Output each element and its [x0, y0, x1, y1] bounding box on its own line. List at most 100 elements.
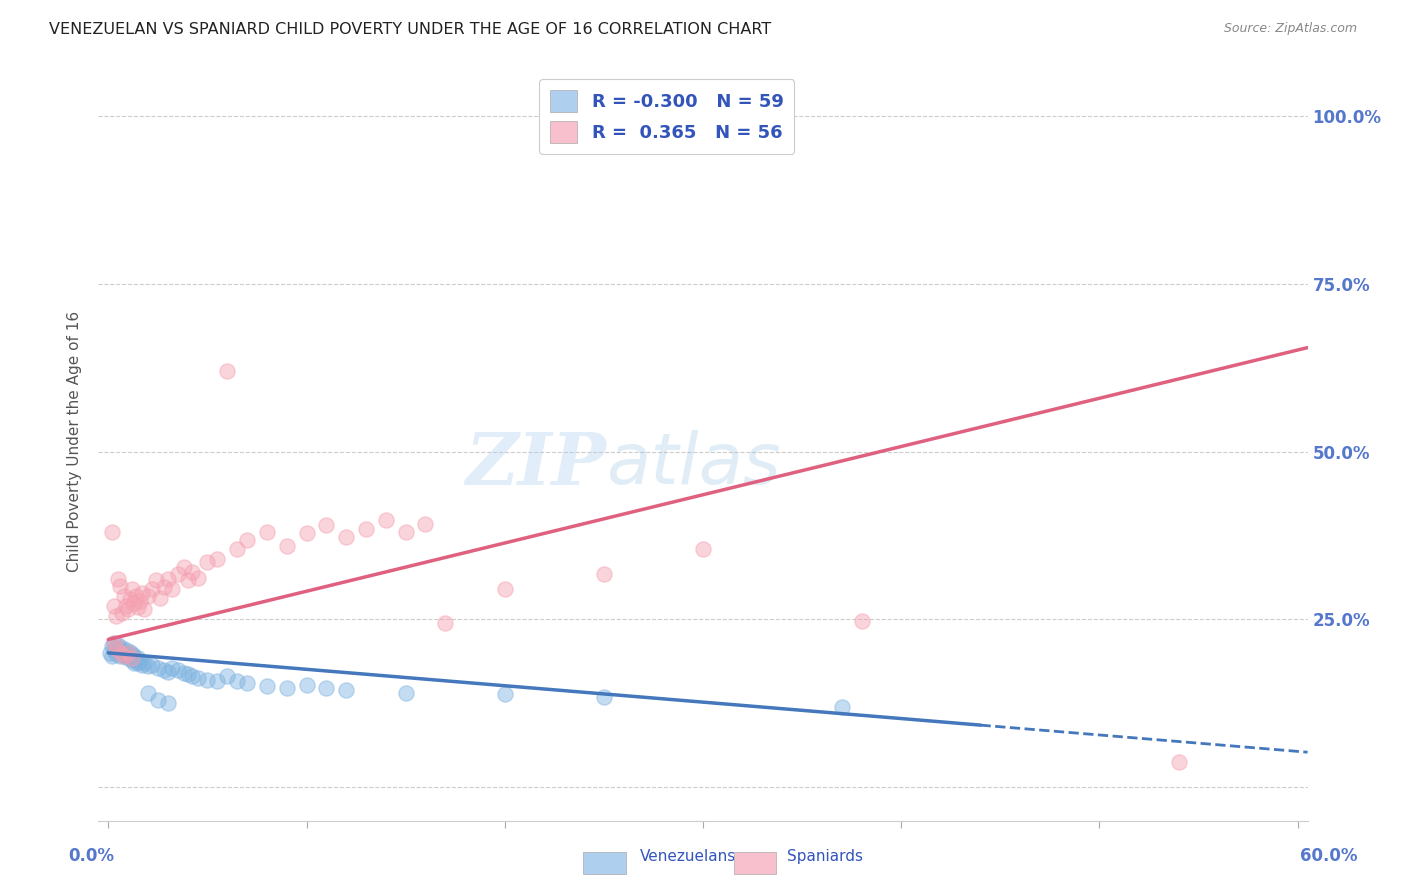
- Point: [111, 647, 134, 661]
- Point: [103, 636, 125, 650]
- Point: [156, 665, 179, 679]
- Point: [180, 669, 202, 683]
- Point: [1167, 755, 1189, 769]
- Point: [110, 646, 132, 660]
- Point: [121, 651, 143, 665]
- Point: [110, 642, 132, 657]
- Point: [101, 525, 124, 540]
- Point: [156, 696, 179, 710]
- Point: [494, 688, 516, 702]
- Text: 60.0%: 60.0%: [1301, 847, 1357, 865]
- Point: [166, 566, 188, 581]
- Point: [176, 574, 198, 588]
- Point: [101, 649, 124, 664]
- Point: [149, 591, 172, 605]
- Point: [236, 676, 259, 690]
- Point: [120, 592, 142, 607]
- Point: [692, 541, 714, 556]
- Point: [153, 663, 176, 677]
- Point: [112, 649, 135, 664]
- Point: [374, 513, 396, 527]
- Point: [105, 609, 128, 624]
- Point: [145, 574, 167, 588]
- Point: [125, 589, 148, 603]
- Point: [141, 657, 163, 672]
- Text: Venezuelans: Venezuelans: [640, 849, 735, 863]
- Point: [110, 649, 132, 664]
- Point: [107, 644, 129, 658]
- Text: Spaniards: Spaniards: [787, 849, 863, 863]
- Point: [831, 699, 853, 714]
- Point: [111, 606, 134, 620]
- Text: atlas: atlas: [606, 430, 780, 499]
- Point: [197, 555, 219, 569]
- Point: [112, 649, 135, 664]
- Point: [207, 674, 229, 689]
- Point: [226, 674, 249, 689]
- Point: [256, 680, 278, 694]
- Point: [117, 646, 139, 660]
- Y-axis label: Child Poverty Under the Age of 16: Child Poverty Under the Age of 16: [66, 311, 82, 572]
- Point: [127, 656, 149, 670]
- Point: [593, 690, 616, 704]
- Point: [112, 644, 135, 658]
- Point: [494, 582, 516, 596]
- Point: [122, 596, 145, 610]
- Point: [256, 525, 278, 540]
- Point: [593, 566, 616, 581]
- Point: [236, 533, 259, 548]
- Point: [315, 681, 337, 695]
- Point: [146, 693, 169, 707]
- Point: [111, 640, 134, 655]
- Point: [132, 656, 155, 670]
- Point: [186, 571, 208, 585]
- Point: [217, 669, 239, 683]
- Point: [415, 517, 437, 532]
- Point: [105, 640, 128, 655]
- Point: [146, 660, 169, 674]
- Point: [276, 681, 298, 695]
- Point: [160, 660, 183, 674]
- Point: [276, 539, 298, 553]
- Point: [129, 593, 152, 607]
- Point: [101, 639, 124, 653]
- Point: [354, 522, 377, 536]
- Point: [115, 599, 138, 613]
- Point: [395, 525, 418, 540]
- Point: [105, 647, 128, 661]
- Point: [105, 640, 128, 655]
- Point: [127, 651, 149, 665]
- Point: [295, 678, 318, 692]
- Point: [226, 541, 249, 556]
- Point: [117, 602, 139, 616]
- Point: [98, 646, 121, 660]
- Point: [131, 585, 153, 599]
- Point: [121, 582, 143, 596]
- Point: [395, 686, 418, 700]
- Point: [103, 599, 125, 613]
- Point: [180, 566, 202, 580]
- Point: [335, 531, 357, 545]
- Point: [136, 659, 159, 673]
- Text: Source: ZipAtlas.com: Source: ZipAtlas.com: [1223, 22, 1357, 36]
- Point: [176, 667, 198, 681]
- Point: [117, 646, 139, 660]
- Text: 0.0%: 0.0%: [69, 847, 114, 865]
- Point: [117, 651, 139, 665]
- Point: [851, 614, 873, 628]
- Point: [115, 642, 138, 657]
- Text: VENEZUELAN VS SPANIARD CHILD POVERTY UNDER THE AGE OF 16 CORRELATION CHART: VENEZUELAN VS SPANIARD CHILD POVERTY UND…: [49, 22, 772, 37]
- Text: ZIP: ZIP: [465, 429, 606, 500]
- Point: [115, 647, 138, 661]
- Point: [120, 649, 142, 664]
- Point: [127, 600, 149, 615]
- Point: [107, 638, 129, 652]
- Point: [434, 615, 457, 630]
- Point: [173, 560, 195, 574]
- Point: [217, 364, 239, 378]
- Legend: R = -0.300   N = 59, R =  0.365   N = 56: R = -0.300 N = 59, R = 0.365 N = 56: [538, 79, 794, 153]
- Point: [129, 654, 152, 668]
- Point: [295, 526, 318, 541]
- Point: [103, 636, 125, 650]
- Point: [207, 552, 229, 566]
